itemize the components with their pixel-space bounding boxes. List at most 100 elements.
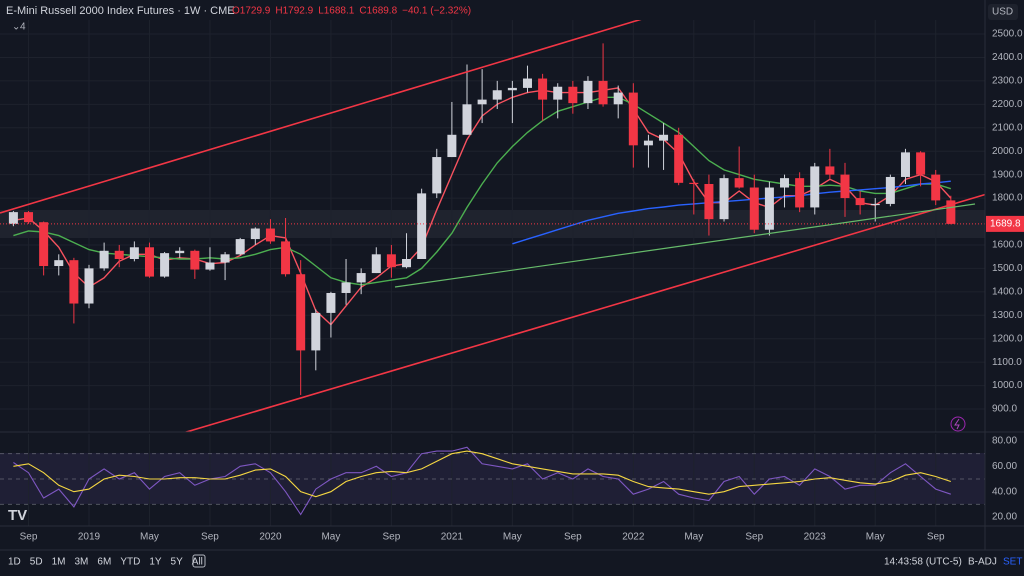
candle-body — [24, 212, 34, 223]
candle-body — [477, 99, 487, 105]
candle-body — [522, 78, 532, 88]
candle-body — [870, 203, 880, 206]
candle-body — [583, 80, 593, 104]
x-tick-label: Sep — [20, 532, 38, 543]
candle-body — [885, 176, 895, 204]
candle-body — [855, 198, 865, 206]
x-tick-label: Sep — [745, 532, 763, 543]
candle-body — [507, 87, 517, 91]
candle-body — [734, 178, 744, 188]
y-tick-label: 1800.0 — [992, 193, 1023, 204]
range-button[interactable]: 5Y — [171, 557, 184, 568]
candle-body — [659, 134, 669, 141]
x-tick-label: May — [684, 532, 703, 543]
candle-body — [281, 241, 291, 275]
candle-body — [432, 157, 442, 194]
range-button[interactable]: YTD — [120, 557, 140, 568]
y-tick-label: 1100.0 — [992, 357, 1022, 368]
y-tick-label: 2400.0 — [992, 52, 1023, 63]
range-button[interactable]: 1M — [52, 557, 66, 568]
candle-body — [54, 260, 64, 267]
candle-body — [99, 250, 109, 269]
candle-body — [296, 274, 306, 351]
last-price-label: 1689.8 — [990, 219, 1021, 230]
channel-lower — [183, 193, 985, 432]
candle-body — [568, 86, 578, 104]
currency-box[interactable] — [988, 4, 1018, 20]
candle-body — [144, 247, 154, 277]
rsi-line — [13, 450, 951, 498]
adjust[interactable]: B-ADJ — [968, 557, 997, 568]
x-tick-label: 2023 — [804, 532, 827, 543]
range-button[interactable]: 1D — [8, 557, 21, 568]
candle-body — [492, 90, 502, 100]
moving-average — [13, 96, 952, 286]
last-price-box — [986, 215, 1024, 232]
candle-body — [946, 200, 956, 224]
candle-body — [356, 273, 366, 283]
y-tick-label: 2000.0 — [992, 146, 1023, 157]
candle-body — [341, 282, 351, 293]
candle-body — [643, 140, 653, 146]
legend-value: H1792.9 — [275, 6, 313, 17]
candle-body — [326, 292, 336, 313]
date-range-icon[interactable] — [192, 554, 206, 568]
candle-body — [235, 239, 245, 255]
range-button[interactable]: 6M — [97, 557, 111, 568]
indicator-toggle[interactable]: ⌄ — [12, 22, 20, 33]
candle-body — [689, 182, 699, 184]
x-tick-label: Sep — [927, 532, 945, 543]
candle-body — [84, 268, 94, 304]
range-button[interactable]: 5D — [30, 557, 43, 568]
candle-body — [114, 250, 124, 259]
y-tick-label: 80.00 — [992, 436, 1017, 447]
x-tick-label: 2021 — [441, 532, 464, 543]
legend-value: L1688.1 — [318, 6, 355, 17]
indicator-count[interactable]: 4 — [20, 22, 26, 33]
candle-body — [371, 254, 381, 274]
x-tick-label: 2020 — [259, 532, 282, 543]
candle-body — [613, 92, 623, 105]
range-button[interactable]: All — [192, 557, 203, 568]
candle-body — [386, 254, 396, 268]
legend-value: O1729.9 — [232, 6, 271, 17]
candle-body — [190, 250, 200, 270]
candle-body — [69, 260, 79, 304]
drawings — [0, 20, 985, 432]
candle-body — [129, 247, 139, 259]
candle-body — [8, 212, 18, 224]
currency[interactable]: USD — [992, 7, 1013, 18]
y-tick-label: 2500.0 — [992, 29, 1023, 40]
logo: TV — [8, 507, 27, 524]
plot — [0, 20, 985, 432]
y-tick-label: 1600.0 — [992, 240, 1023, 251]
settle[interactable]: SET — [1003, 557, 1022, 568]
x-tick-label: Sep — [564, 532, 582, 543]
channel-upper — [0, 20, 642, 214]
candle-body — [795, 178, 805, 208]
ohlc-legend: O1729.9 H1792.9 L1688.1 C1689.8 −40.1 (−2.32… — [232, 6, 471, 17]
candle-body — [780, 178, 790, 188]
candle-body — [250, 228, 260, 240]
clock: 14:43:58 (UTC-5) — [884, 557, 962, 568]
x-tick-label: May — [866, 532, 885, 543]
range-button[interactable]: 1Y — [149, 557, 162, 568]
y-tick-label: 2200.0 — [992, 99, 1023, 110]
candle-body — [553, 86, 563, 100]
range-button[interactable]: 3M — [75, 557, 89, 568]
trend-line — [394, 203, 976, 288]
y-tick-label: 1400.0 — [992, 286, 1023, 297]
x-tick-label: Sep — [383, 532, 401, 543]
y-tick-label: 40.00 — [992, 486, 1017, 497]
y-tick-label: 900.0 — [992, 404, 1017, 415]
legend-value: −40.1 (−2.32%) — [402, 6, 471, 17]
candle-body — [175, 250, 185, 254]
y-tick-label: 2100.0 — [992, 122, 1023, 133]
moving-average — [512, 180, 951, 245]
x-tick-label: May — [503, 532, 522, 543]
candle-body — [311, 312, 321, 351]
y-tick-label: 1900.0 — [992, 169, 1023, 180]
alert-icon[interactable] — [950, 416, 966, 432]
